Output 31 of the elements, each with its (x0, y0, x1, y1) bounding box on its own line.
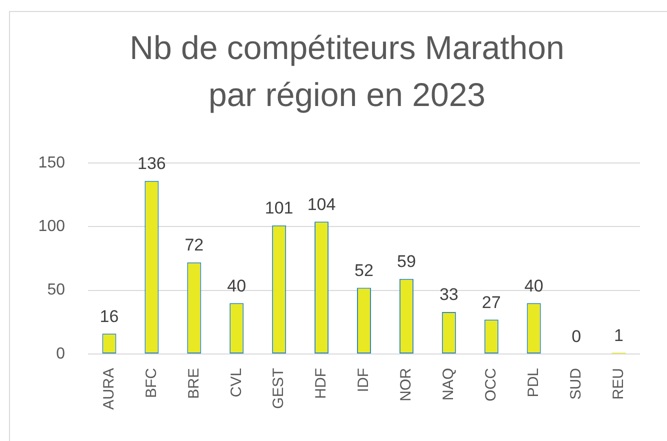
x-tick-label: OCC (482, 368, 500, 402)
data-label: 16 (100, 306, 119, 326)
data-label: 27 (482, 292, 501, 312)
x-tick-label: NOR (398, 368, 415, 402)
data-label: 104 (307, 194, 336, 214)
data-label: 40 (227, 276, 246, 296)
data-label: 72 (184, 236, 204, 255)
data-label: 33 (439, 285, 458, 304)
data-label: 101 (264, 198, 294, 218)
x-tick-label: NAQ (440, 368, 458, 401)
data-label: 52 (354, 260, 374, 280)
x-tick-label: SUD (567, 368, 584, 400)
chart-title: Nb de compétiteurs Marathon par région en 2023 (128, 28, 566, 115)
x-tick-label: CVL (228, 368, 245, 398)
x-tick-label: PDL (524, 368, 542, 398)
y-tick-label: 0 (56, 345, 66, 362)
x-tick-label: GEST (270, 368, 288, 409)
x-tick-label: IDF (355, 368, 372, 392)
data-label: 40 (524, 276, 544, 296)
y-tick-label: 100 (38, 218, 66, 236)
x-tick-label: REU (610, 368, 627, 400)
x-tick-label: AURA (100, 368, 118, 410)
x-tick-label: BRE (185, 368, 202, 399)
x-tick-label: HDF (312, 368, 330, 399)
data-label: 59 (397, 252, 416, 272)
x-tick-label: BFC (142, 368, 160, 398)
data-label: 136 (138, 154, 166, 174)
y-tick-label: 150 (38, 154, 66, 172)
data-label: 0 (572, 327, 582, 346)
data-label: 1 (614, 326, 624, 345)
y-tick-label: 50 (47, 282, 66, 299)
